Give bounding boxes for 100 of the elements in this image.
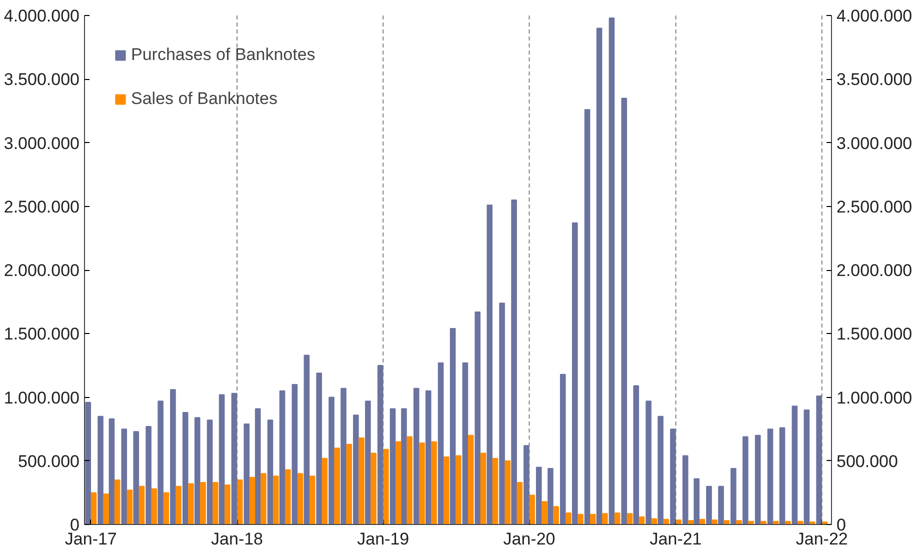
y-tick-label: 2.000.000: [4, 261, 80, 280]
bar: [529, 494, 535, 524]
bar: [779, 427, 786, 524]
bar: [346, 444, 352, 524]
bar: [504, 460, 511, 524]
y-tick-label: 2.500.000: [4, 197, 80, 216]
y2-tick-label: 2.000.000: [836, 261, 912, 280]
bar: [284, 469, 291, 524]
bar: [450, 328, 456, 524]
bar: [468, 434, 474, 524]
bar: [85, 402, 92, 524]
bar: [114, 479, 120, 524]
bar: [431, 441, 437, 524]
bar: [138, 486, 145, 524]
bar: [614, 512, 620, 524]
bar: [742, 436, 748, 524]
bar: [103, 493, 110, 524]
bar: [292, 384, 298, 524]
bar: [443, 456, 450, 524]
bar: [212, 482, 218, 524]
bar: [406, 436, 412, 524]
bar: [353, 414, 359, 524]
bar: [730, 468, 736, 524]
bar: [365, 400, 371, 524]
bar: [602, 513, 608, 524]
bar: [279, 390, 286, 524]
bar: [694, 478, 700, 524]
bar: [322, 458, 328, 524]
bar: [133, 431, 140, 524]
y2-tick-label: 4.000.000: [836, 6, 912, 26]
bar: [108, 418, 115, 524]
bar: [244, 423, 250, 524]
bar: [553, 506, 559, 524]
bar: [377, 364, 384, 524]
bar: [419, 442, 425, 524]
bar: [492, 458, 498, 524]
bar: [670, 428, 676, 524]
bar: [712, 520, 718, 524]
bar: [608, 18, 615, 524]
bar: [560, 374, 566, 524]
y2-tick-label: 1.000.000: [836, 388, 912, 408]
bar: [456, 455, 462, 524]
bar: [480, 452, 486, 524]
bar: [383, 448, 389, 524]
bar: [516, 482, 523, 524]
bar: [272, 476, 279, 524]
bar: [194, 417, 200, 524]
bar: [98, 416, 104, 524]
y2-tick-label: 1.500.000: [836, 324, 912, 344]
bar: [200, 482, 206, 524]
bar: [158, 400, 164, 524]
bar: [548, 468, 554, 524]
bar: [621, 98, 628, 524]
bar: [260, 473, 266, 524]
bar: [511, 200, 517, 524]
bar: [767, 428, 774, 524]
bar: [724, 520, 730, 524]
y-tick-label: 1.500.000: [4, 324, 80, 344]
bar: [126, 490, 133, 524]
bar: [486, 204, 493, 524]
bar: [633, 385, 640, 524]
x-tick-label: Jan-18: [211, 530, 264, 548]
bar: [438, 362, 444, 524]
bar: [224, 484, 230, 524]
bar: [804, 409, 810, 524]
bar: [151, 488, 158, 524]
y2-tick-label: 3.000.000: [836, 134, 912, 153]
y-tick-label: 4.000.000: [4, 6, 80, 26]
bar: [425, 390, 432, 524]
legend-label: Sales of Banknotes: [131, 89, 278, 109]
bar: [328, 396, 334, 524]
x-tick-label: Jan-22: [796, 530, 848, 548]
bar: [182, 412, 188, 524]
bar: [584, 109, 590, 524]
bar: [176, 486, 182, 524]
legend-label: Purchases of Banknotes: [131, 45, 316, 65]
y2-tick-label: 500.000: [836, 452, 898, 471]
bar: [524, 445, 530, 524]
y-tick-label: 500.000: [18, 452, 80, 471]
bar: [682, 455, 688, 524]
bar: [572, 222, 578, 524]
bar: [736, 520, 742, 524]
bar: [231, 392, 238, 524]
bar: [297, 473, 304, 524]
bar: [358, 437, 364, 524]
bar: [474, 311, 481, 524]
bar: [267, 420, 274, 524]
bar: [413, 388, 420, 524]
bar: [163, 492, 170, 524]
bar: [340, 388, 346, 524]
bar: [188, 483, 194, 524]
bar: [249, 476, 256, 524]
bar: [596, 28, 602, 524]
y-tick-label: 3.000.000: [4, 134, 80, 153]
bar: [90, 492, 97, 524]
bar: [578, 514, 584, 524]
bar: [706, 486, 712, 524]
y-tick-label: 3.500.000: [4, 70, 80, 90]
bar: [566, 512, 572, 524]
bar: [218, 394, 225, 524]
